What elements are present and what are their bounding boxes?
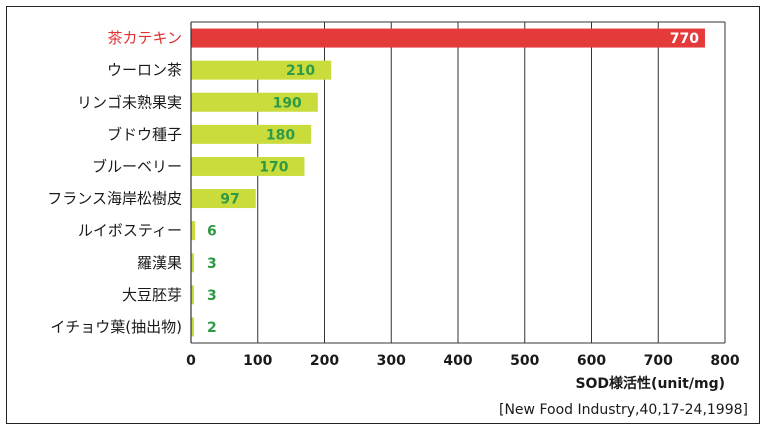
bar <box>191 92 318 112</box>
bar <box>191 60 332 80</box>
value-label: 180 <box>266 127 295 143</box>
bar <box>191 253 194 273</box>
value-label: 770 <box>670 31 699 47</box>
chart-frame <box>6 6 760 424</box>
x-tick-label: 100 <box>243 353 272 369</box>
x-tick-label: 400 <box>443 353 472 369</box>
category-label: ブルーベリー <box>92 157 182 175</box>
bar <box>191 317 194 337</box>
x-tick-label: 200 <box>310 353 339 369</box>
category-label: ブドウ種子 <box>107 125 182 143</box>
value-label: 3 <box>207 256 217 272</box>
bar <box>191 156 305 176</box>
bar <box>191 28 705 48</box>
category-label: ウーロン茶 <box>107 61 182 79</box>
x-axis-label: SOD様活性(unit/mg) <box>575 375 725 392</box>
x-tick-label: 300 <box>377 353 406 369</box>
category-label: 羅漢果 <box>137 254 182 272</box>
category-label: イチョウ葉(抽出物) <box>50 318 182 336</box>
x-tick-label: 600 <box>577 353 606 369</box>
value-label: 170 <box>259 159 288 175</box>
value-label: 97 <box>220 192 239 208</box>
category-label: リンゴ未熟果実 <box>77 93 182 111</box>
value-label: 210 <box>286 63 315 79</box>
value-label: 2 <box>207 320 217 336</box>
x-tick-label: 700 <box>644 353 673 369</box>
value-label: 3 <box>207 288 217 304</box>
bar <box>191 221 196 241</box>
bar <box>191 285 194 305</box>
x-tick-label: 800 <box>710 353 739 369</box>
source-citation: [New Food Industry,40,17-24,1998] <box>499 402 748 418</box>
bar <box>191 189 256 209</box>
category-label: ルイボスティー <box>78 222 182 240</box>
bar <box>191 124 312 144</box>
x-tick-label: 0 <box>186 353 196 369</box>
value-label: 190 <box>273 95 302 111</box>
category-label: 大豆胚芽 <box>122 286 182 304</box>
value-label: 6 <box>207 224 217 240</box>
x-tick-label: 500 <box>510 353 539 369</box>
category-label: 茶カテキン <box>107 29 182 47</box>
category-label: フランス海岸松樹皮 <box>47 190 182 208</box>
